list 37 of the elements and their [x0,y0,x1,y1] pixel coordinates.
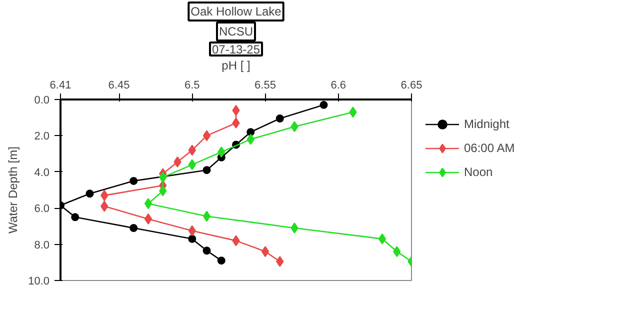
y-tick-label: 0.0 [34,94,50,106]
legend-label: 06:00 AM [464,141,515,155]
y-tick-label: 2.0 [34,130,50,143]
text: 07-13-25 [212,42,260,56]
chart-title: Oak Hollow Lake [190,4,282,18]
y-axis-title: Water Depth [m] [6,146,20,234]
point [202,246,211,255]
x-tick-label: 6.45 [108,80,130,92]
y-tick-label: 10.0 [28,276,50,288]
y-tick-label: 4.0 [34,166,50,179]
point [202,166,211,174]
point [320,100,328,109]
x-tick-label: 6.55 [254,80,276,92]
point [217,256,226,265]
legend-label: Midnight [464,117,510,131]
x-axis-title: pH [ ] [222,58,250,72]
point [86,190,94,198]
point [202,210,211,222]
point [378,233,386,244]
x-tick-label: 6.5 [184,80,200,92]
y-tick-label: 6.0 [34,203,50,216]
point [144,198,152,210]
point [276,114,284,122]
legend-label: Noon [464,165,493,179]
point [144,213,152,224]
x-tick-label: 6.65 [400,80,422,92]
point [71,213,80,222]
point [246,128,255,136]
x-tick-label: 6.6 [330,80,346,92]
y-tick-label: 8.0 [34,239,50,252]
point [202,130,211,142]
point [261,246,270,258]
point [188,234,196,243]
point [130,176,138,185]
point [130,224,138,232]
chart-subtitle: NCSU [219,24,254,38]
x-tick-label: 6.41 [50,80,72,92]
